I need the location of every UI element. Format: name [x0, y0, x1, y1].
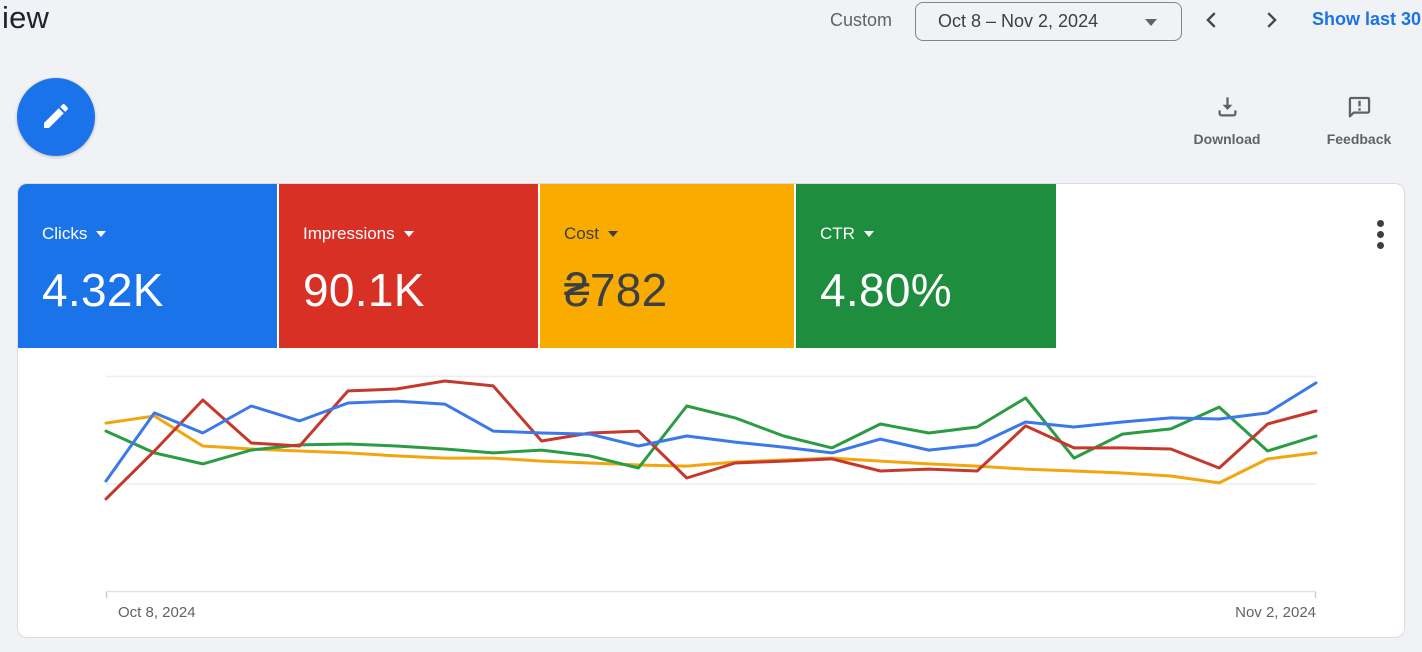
metric-value: 4.80% [820, 264, 952, 316]
date-range-type-label: Custom [830, 10, 893, 30]
download-button[interactable]: Download [1182, 94, 1272, 147]
show-last-30-link[interactable]: Show last 30 [1312, 9, 1422, 29]
feedback-label: Feedback [1326, 131, 1392, 147]
metric-card-cost[interactable]: Cost ₴782 [540, 184, 794, 348]
metric-label: Clicks [42, 224, 88, 243]
metric-card-clicks[interactable]: Clicks 4.32K [18, 184, 277, 348]
chevron-down-icon [863, 231, 874, 237]
page-title: iew [2, 0, 50, 35]
edit-button[interactable] [17, 78, 95, 156]
date-range-button[interactable]: Oct 8 – Nov 2, 2024 [915, 2, 1182, 41]
performance-chart[interactable] [104, 375, 1318, 598]
download-label: Download [1193, 131, 1261, 147]
metric-value: 4.32K [42, 264, 164, 316]
performance-chart-svg [104, 375, 1318, 598]
previous-date-range-button[interactable] [1197, 6, 1227, 36]
chevron-left-icon [1201, 9, 1223, 34]
chevron-down-icon [607, 231, 618, 237]
metric-label: Cost [564, 224, 599, 243]
metric-value: ₴782 [564, 264, 668, 316]
x-axis-end-label: Nov 2, 2024 [1235, 604, 1316, 621]
metric-value: 90.1K [303, 264, 425, 316]
kebab-icon [1376, 219, 1384, 249]
download-icon [1214, 97, 1241, 125]
feedback-button[interactable]: Feedback [1314, 94, 1404, 147]
chevron-down-icon [403, 231, 414, 237]
metric-card-ctr[interactable]: CTR 4.80% [796, 184, 1056, 348]
next-date-range-button[interactable] [1256, 6, 1286, 36]
metric-label: CTR [820, 224, 855, 243]
feedback-icon [1346, 96, 1373, 125]
pencil-icon [40, 100, 72, 135]
more-options-button[interactable] [1362, 214, 1398, 254]
x-axis-start-label: Oct 8, 2024 [118, 604, 196, 621]
metric-cards-row: Clicks 4.32K Impressions 90.1K Cost ₴782 [18, 184, 1056, 348]
metric-card-impressions[interactable]: Impressions 90.1K [279, 184, 538, 348]
chevron-down-icon [96, 231, 107, 237]
chevron-right-icon [1260, 9, 1282, 34]
metric-label: Impressions [303, 224, 395, 243]
date-range-value: Oct 8 – Nov 2, 2024 [938, 11, 1099, 31]
chevron-down-icon [1145, 19, 1157, 26]
overview-card-panel: Clicks 4.32K Impressions 90.1K Cost ₴782 [17, 183, 1405, 638]
